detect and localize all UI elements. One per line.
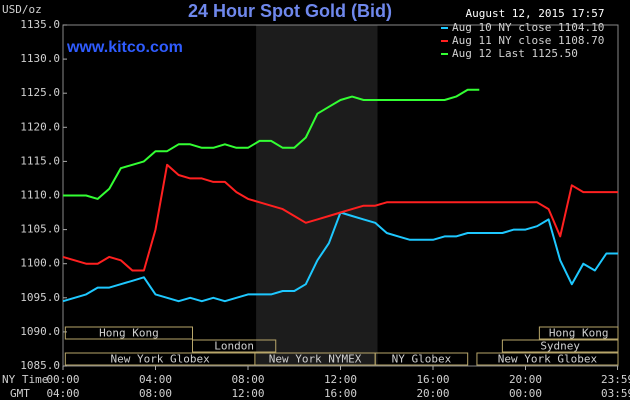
- session-label: Hong Kong: [99, 327, 159, 340]
- session-label: London: [214, 340, 254, 353]
- y-tick-label: 1135.0: [20, 18, 60, 31]
- session-box: [476, 352, 619, 366]
- chart-date: August 12, 2015 17:57: [465, 7, 604, 20]
- legend-label: Aug 11 NY close 1108.70: [452, 34, 604, 47]
- session-label: New York Globex: [498, 353, 598, 366]
- x2-axis-label: GMT: [10, 387, 30, 400]
- x-tick-label: 08:00: [231, 373, 264, 386]
- x-tick-label: 16:00: [416, 373, 449, 386]
- x2-tick-label: 04:00: [46, 387, 79, 400]
- session-label: Hong Kong: [549, 327, 609, 340]
- y-tick-label: 1105.0: [20, 223, 60, 236]
- x-axis-label: NY Time: [2, 373, 48, 386]
- y-tick-label: 1130.0: [20, 52, 60, 65]
- session-label: New York Globex: [110, 353, 210, 366]
- x-tick-label: 12:00: [324, 373, 357, 386]
- y-tick-label: 1125.0: [20, 86, 60, 99]
- session-label: NY Globex: [392, 353, 452, 366]
- chart-title: 24 Hour Spot Gold (Bid): [188, 1, 392, 21]
- legend-label: Aug 10 NY close 1104.10: [452, 21, 604, 34]
- series-line: [63, 88, 480, 200]
- series-line: [62, 163, 618, 272]
- x2-tick-label: 20:00: [416, 387, 449, 400]
- x-tick-label: 04:00: [139, 373, 172, 386]
- x2-tick-label: 16:00: [324, 387, 357, 400]
- session-box: [64, 326, 193, 340]
- session-box: [538, 326, 619, 340]
- y-axis-label: USD/oz: [2, 3, 42, 16]
- x-tick-label: 00:00: [46, 373, 79, 386]
- shaded-range: [256, 25, 378, 366]
- y-tick-label: 1100.0: [20, 257, 60, 270]
- y-tick-label: 1085.0: [20, 359, 60, 372]
- legend-label: Aug 12 Last 1125.50: [452, 47, 578, 60]
- session-label: New York NYMEX: [269, 353, 362, 366]
- y-tick-label: 1120.0: [20, 120, 60, 133]
- session-box: [192, 339, 277, 353]
- x2-tick-label: 03:59: [601, 387, 630, 400]
- y-tick-label: 1090.0: [20, 325, 60, 338]
- y-tick-label: 1115.0: [20, 154, 60, 167]
- x2-tick-label: 08:00: [139, 387, 172, 400]
- x-tick-label: 23:59: [601, 373, 630, 386]
- x-tick-label: 20:00: [509, 373, 542, 386]
- x2-tick-label: 00:00: [509, 387, 542, 400]
- x2-tick-label: 12:00: [231, 387, 264, 400]
- session-label: Sydney: [540, 340, 580, 353]
- session-box: [501, 339, 619, 353]
- source-label: www.kitco.com: [66, 39, 183, 56]
- y-tick-label: 1110.0: [20, 189, 60, 202]
- session-box: [374, 352, 469, 366]
- y-tick-label: 1095.0: [20, 291, 60, 304]
